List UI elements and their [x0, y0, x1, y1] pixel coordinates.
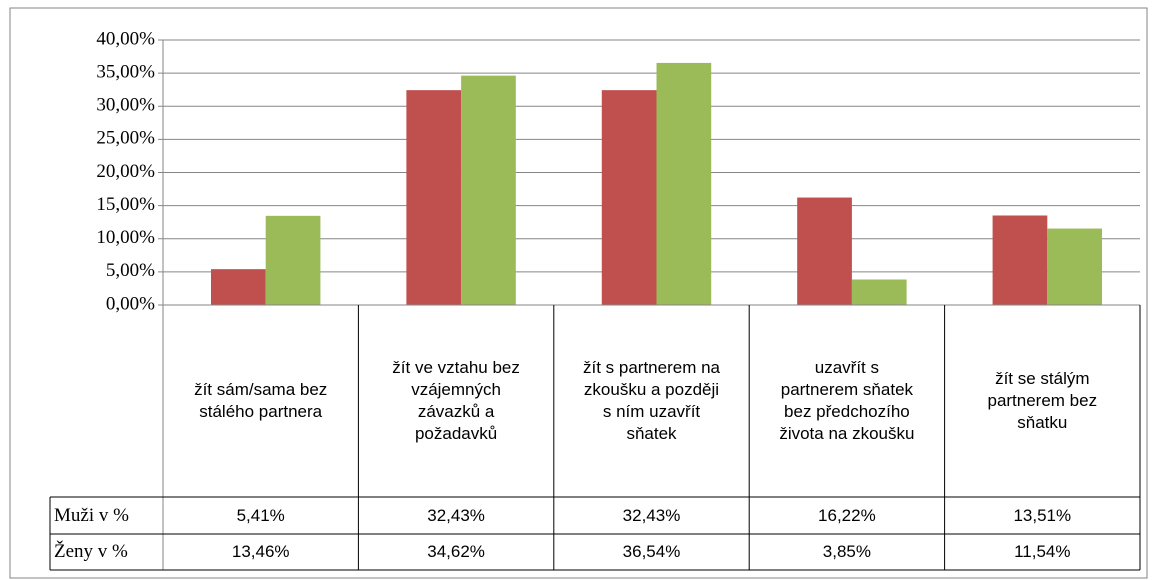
data-table-value: 13,51%: [1013, 505, 1072, 525]
category-label: žít s partnerem na zkoušku a později s n…: [582, 358, 720, 443]
bar: [210, 269, 266, 305]
legend-label: Ženy v %: [54, 541, 128, 562]
data-table-value: 3,85%: [822, 542, 871, 561]
data-table-value: 32,43%: [427, 505, 485, 525]
chart-border: [9, 7, 1148, 579]
category-label: žít sám/sama bez stálého partnera: [194, 380, 328, 421]
data-table-value: 16,22%: [818, 505, 876, 525]
y-tick-label: 0,00%: [106, 293, 155, 314]
y-tick-label: 20,00%: [96, 161, 155, 182]
data-table-value: 32,43%: [622, 505, 681, 525]
legend-label: Muži v %: [54, 504, 129, 526]
data-table-value: 11,54%: [1014, 542, 1071, 561]
y-tick-label: 10,00%: [96, 227, 155, 248]
y-tick-label: 30,00%: [96, 95, 155, 116]
category-label: žít ve vztahu bez vzájemných závazků a p…: [392, 358, 520, 443]
bar: [656, 62, 712, 305]
y-tick-label: 5,00%: [106, 260, 155, 281]
category-label: žít se stálým partnerem bez sňatku: [987, 369, 1098, 432]
category-label: uzavřít s partnerem sňatek bez předchozí…: [779, 358, 915, 443]
y-tick-label: 40,00%: [96, 28, 155, 49]
bar: [851, 279, 907, 305]
data-table-value: 36,54%: [622, 542, 681, 561]
y-tick-label: 35,00%: [96, 61, 155, 82]
bar: [992, 215, 1048, 305]
bar: [406, 90, 462, 306]
bar: [1047, 228, 1103, 305]
data-table-value: 5,41%: [236, 505, 285, 525]
y-tick-label: 15,00%: [96, 194, 155, 215]
bar: [265, 215, 321, 305]
data-table-value: 34,62%: [427, 542, 485, 561]
bar: [797, 197, 852, 305]
bar: [601, 90, 657, 306]
data-table-value: 13,46%: [231, 542, 290, 561]
y-tick-label: 25,00%: [96, 128, 155, 149]
bar: [461, 75, 516, 305]
